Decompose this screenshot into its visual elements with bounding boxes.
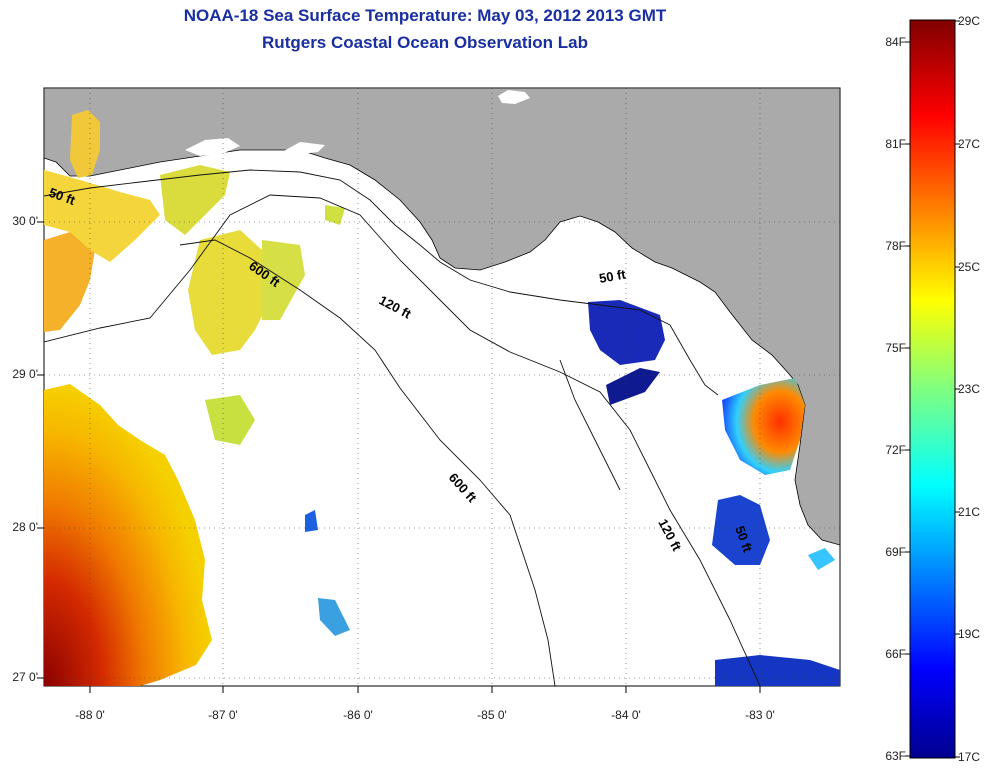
colorbar-label-c: 29C [958, 14, 981, 28]
colorbar-label-f: 72F [885, 443, 906, 457]
x-tick-label: -84 0' [611, 708, 641, 722]
sst-patch-mid [160, 165, 230, 235]
contour-label: 50 ft [598, 266, 628, 286]
x-tick-label: -83 0' [745, 708, 775, 722]
sst-patch-central [262, 240, 305, 320]
contour-600ft [179, 239, 556, 686]
y-tick-label: 27 0' [12, 670, 38, 684]
sst-patch-west-gradient [44, 384, 212, 686]
colorbar-label-c: 25C [958, 260, 981, 274]
colorbar-label-f: 81F [885, 137, 906, 151]
colorbar-label-c: 27C [958, 137, 981, 151]
sst-patch-cold [305, 510, 318, 532]
y-tick-label: 28 0' [12, 520, 38, 534]
sst-patch-central [188, 230, 270, 355]
sst-patch-shelf [44, 170, 160, 262]
map-title: NOAA-18 Sea Surface Temperature: May 03,… [183, 6, 667, 25]
y-tick-label: 30 0' [12, 214, 38, 228]
sst-patch-cold [318, 598, 350, 636]
colorbar-label-f: 75F [885, 341, 906, 355]
colorbar-label-f: 66F [885, 647, 906, 661]
colorbar-label-c: 21C [958, 505, 981, 519]
colorbar-label-c: 23C [958, 382, 981, 396]
colorbar-label-c: 19C [958, 627, 981, 641]
bathymetry-contours [44, 169, 761, 686]
contour-coastal-detail [559, 359, 621, 491]
colorbar-ticks [905, 20, 960, 758]
lake [498, 90, 530, 104]
sst-patch-cold [712, 495, 770, 565]
sst-patch-east-warm [722, 378, 805, 475]
sst-patch-nw [44, 232, 95, 332]
sst-patch-east-small [808, 548, 835, 570]
contour-120ft [44, 194, 761, 686]
colorbar-label-f: 84F [885, 35, 906, 49]
y-tick-label: 29 0' [12, 367, 38, 381]
map-subtitle: Rutgers Coastal Ocean Observation Lab [262, 33, 588, 52]
sst-patch-scatter [205, 395, 255, 445]
contour-50ft-west [44, 169, 719, 396]
colorbar-label-f: 63F [885, 749, 906, 763]
sst-patch-cold [715, 655, 840, 686]
colorbar-label-f: 78F [885, 239, 906, 253]
colorbar [909, 19, 956, 759]
x-tick-label: -88 0' [75, 708, 105, 722]
axis-ticks [37, 221, 761, 693]
bay-inlet [282, 142, 325, 154]
bay-inlet [185, 138, 240, 156]
sst-patch-scatter [325, 205, 345, 225]
sst-patch-cold [588, 300, 665, 365]
sst-patch-cold [606, 368, 660, 405]
x-tick-label: -86 0' [343, 708, 373, 722]
sst-patch-coast [70, 110, 100, 178]
x-tick-label: -87 0' [208, 708, 238, 722]
colorbar-label-c: 17C [958, 750, 981, 764]
x-tick-label: -85 0' [477, 708, 507, 722]
colorbar-label-f: 69F [885, 545, 906, 559]
